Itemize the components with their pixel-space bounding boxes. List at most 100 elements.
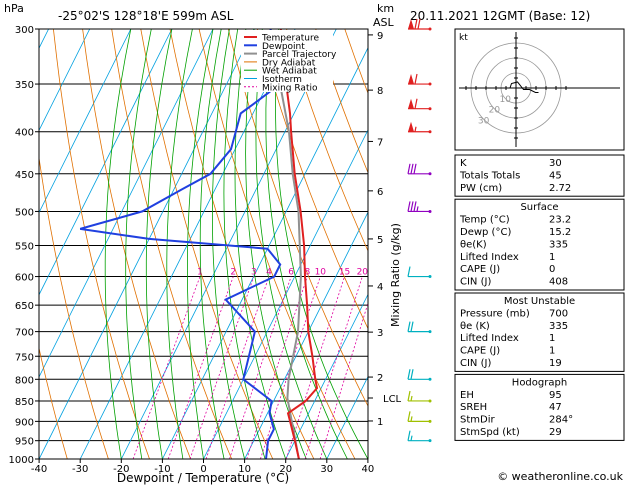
wind-barb-base — [429, 330, 432, 333]
km-label: km — [377, 2, 394, 15]
index-name: CAPE (J) — [460, 346, 500, 357]
wind-barb-base — [429, 439, 432, 442]
index-name: Dewp (°C) — [460, 227, 511, 238]
mixing-ratio-line — [247, 277, 308, 459]
wind-barb-base — [429, 399, 432, 402]
wet-adiabat-line — [126, 29, 152, 459]
wind-barb-half — [411, 436, 412, 441]
x-tick-label: -30 — [72, 464, 88, 475]
wind-barb-full — [408, 391, 410, 401]
wind-barb-half — [417, 206, 418, 211]
index-name: PW (cm) — [460, 183, 502, 194]
km-tick-label: 3 — [377, 328, 383, 339]
wind-barb-full — [411, 201, 413, 211]
index-value: 1 — [549, 252, 555, 263]
credit-text: © weatheronline.co.uk — [497, 470, 623, 483]
hodograph-ring-label: 30 — [478, 116, 490, 126]
index-name: Totals Totals — [459, 170, 520, 181]
index-value: 408 — [549, 277, 568, 288]
index-value: 19 — [549, 358, 562, 369]
mixing-ratio-label: 15 — [339, 268, 350, 278]
index-name: Lifted Index — [460, 252, 519, 263]
mixing-ratio-label: 2 — [230, 268, 236, 278]
y-tick-label: 600 — [15, 273, 34, 284]
x-axis-label: Dewpoint / Temperature (°C) — [117, 471, 289, 485]
index-name: EH — [460, 390, 474, 401]
lcl-label: LCL — [383, 394, 402, 405]
index-name: Temp (°C) — [459, 215, 510, 226]
dry-adiabat-line — [53, 29, 149, 459]
index-value: 700 — [549, 308, 568, 319]
index-value: 47 — [549, 402, 562, 413]
wind-barb-full — [411, 369, 413, 379]
index-value: 23.2 — [549, 215, 571, 226]
wind-barb-full — [414, 201, 416, 211]
wind-barb-full — [408, 431, 410, 441]
wet-adiabat-line — [105, 29, 131, 459]
isotherm-line — [0, 29, 90, 459]
mixing-ratio-label: 20 — [357, 268, 369, 278]
wind-barb-flag — [408, 122, 414, 132]
wet-adiabat-line — [235, 29, 286, 459]
section-title: Most Unstable — [504, 296, 575, 307]
wind-barb-half — [415, 127, 416, 132]
index-value: 1 — [549, 333, 555, 344]
index-value: 2.72 — [549, 183, 571, 194]
wind-barb-full — [411, 164, 413, 174]
hodograph-ring-label: 20 — [489, 106, 501, 116]
x-tick-label: 30 — [320, 464, 333, 475]
mixing-ratio-label: 3 — [251, 268, 257, 278]
y-tick-label: 800 — [15, 375, 34, 386]
wind-barb-half — [411, 396, 412, 401]
dry-adiabat-line — [24, 29, 108, 459]
isotherm-line — [245, 29, 460, 459]
wind-barb-base — [429, 378, 432, 381]
index-name: Lifted Index — [460, 333, 519, 344]
index-value: 29 — [549, 427, 562, 438]
wind-barb-full — [414, 164, 416, 174]
location-title: -25°02'S 128°18'E 599m ASL — [58, 9, 234, 23]
wind-barb-full — [415, 99, 417, 109]
mixing-ratio-line — [286, 277, 344, 459]
y-tick-label: 700 — [15, 328, 34, 339]
wind-barb-base — [429, 28, 432, 31]
y-tick-label: 650 — [15, 301, 34, 312]
km-tick-label: 8 — [377, 86, 383, 97]
hodograph-ring-label: 10 — [499, 95, 511, 105]
km-tick-label: 1 — [377, 417, 383, 428]
wind-barb-full — [408, 201, 410, 211]
datetime-title: 20.11.2021 12GMT (Base: 12) — [410, 9, 590, 23]
index-name: CIN (J) — [460, 358, 491, 369]
wind-barb-base — [429, 210, 432, 213]
section-title: Hodograph — [512, 377, 567, 388]
wind-barb-base — [429, 420, 432, 423]
index-name: SREH — [460, 402, 487, 413]
wind-barb-base — [429, 83, 432, 86]
wind-barb-full — [408, 267, 410, 277]
parcel-trajectory — [271, 29, 301, 459]
mixing-ratio-label: 4 — [266, 268, 272, 278]
mixing-ratio-line — [133, 277, 200, 459]
x-tick-label: 40 — [362, 464, 375, 475]
hodograph-unit-label: kt — [459, 33, 468, 43]
y-tick-label: 850 — [15, 397, 34, 408]
km-tick-label: 5 — [377, 235, 383, 246]
hodograph-frame — [455, 29, 624, 150]
y-tick-label: 400 — [15, 128, 34, 139]
index-name: K — [460, 158, 467, 169]
km-tick-label: 2 — [377, 373, 383, 384]
km-tick-label: 4 — [377, 282, 383, 293]
mixing-ratio-label: 6 — [288, 268, 294, 278]
index-name: CAPE (J) — [460, 264, 500, 275]
y-tick-label: 750 — [15, 352, 34, 363]
y-tick-label: 950 — [15, 437, 34, 448]
y-tick-label: 300 — [15, 25, 34, 36]
km-tick-label: 7 — [377, 137, 383, 148]
wind-barb-base — [429, 275, 432, 278]
wind-barb-full — [411, 322, 413, 332]
km-tick-label: 9 — [377, 31, 383, 42]
